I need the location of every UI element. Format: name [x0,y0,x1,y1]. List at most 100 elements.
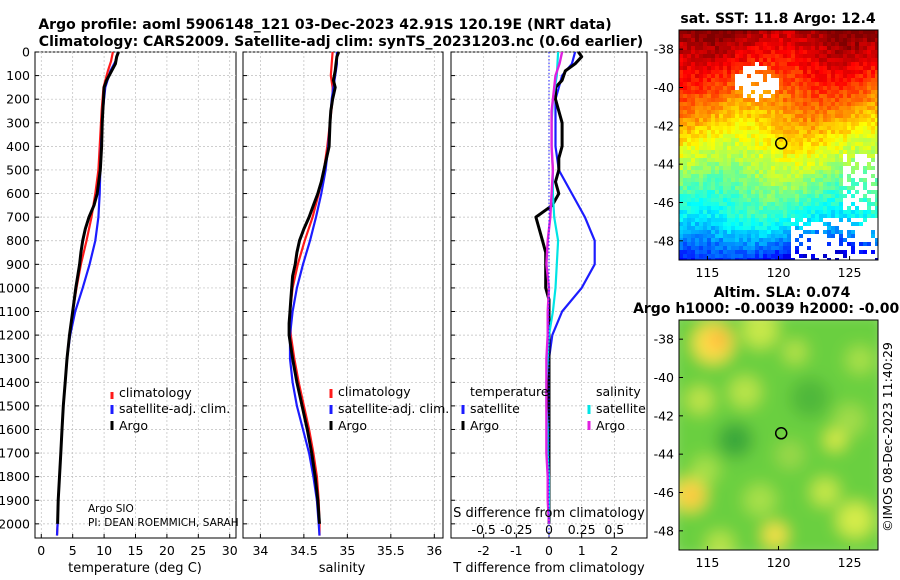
sst-cell [747,42,751,46]
sst-cell [731,158,735,162]
sst-cell [691,190,695,194]
sst-cell [783,46,787,50]
sst-cell [723,162,727,166]
sst-cell [715,198,719,202]
sst-cell [831,134,835,138]
sst-cell [719,174,723,178]
xtick-label: 35.5 [377,543,405,558]
sst-cell [791,102,795,106]
sst-cell [843,242,847,246]
sst-cell [751,42,755,46]
sst-cell [743,238,747,242]
sst-cell [739,146,743,150]
sst-cell [787,70,791,74]
sst-cell [691,210,695,214]
sst-cell [803,118,807,122]
sst-cell [791,54,795,58]
sst-cell [807,46,811,50]
top-xtick-label: -0.25 [500,522,532,537]
sst-cell [807,110,811,114]
sst-cell [767,130,771,134]
sst-cell [755,230,759,234]
sst-cell [703,198,707,202]
sst-cell [871,238,875,242]
sst-cell [859,118,863,122]
sst-cell [703,242,707,246]
sst-cell [859,106,863,110]
sst-cell [771,186,775,190]
sst-cell [763,38,767,42]
sst-cell [719,142,723,146]
sst-cell [875,134,878,138]
sst-cell [735,86,739,90]
sst-cell [807,166,811,170]
map-ytick-label: -38 [654,332,674,347]
sst-cell [711,182,715,186]
sst-cell [787,166,791,170]
sst-cell [767,170,771,174]
sst-cell [699,50,703,54]
ytick-label: 300 [6,115,30,130]
sst-cell [795,118,799,122]
sst-cell [867,94,871,98]
sst-cell [739,70,743,74]
sst-cell [815,46,819,50]
sst-cell [799,246,803,250]
sst-cell [747,210,751,214]
sst-cell [699,82,703,86]
sst-cell [795,134,799,138]
sst-cell [851,218,855,222]
sst-cell [735,114,739,118]
sst-cell [695,250,699,254]
sst-cell [819,202,823,206]
sst-cell [703,154,707,158]
sst-cell [791,130,795,134]
sst-cell [811,226,815,230]
sst-cell [763,154,767,158]
sst-cell [703,114,707,118]
xtick-label: 0 [37,543,45,558]
sst-cell [863,86,867,90]
sst-cell [747,86,751,90]
sst-cell [775,214,779,218]
sst-cell [775,54,779,58]
sst-cell [755,130,759,134]
sst-cell [855,54,859,58]
sst-cell [699,66,703,70]
sst-cell [715,98,719,102]
top-xtick-label: 0.5 [604,522,624,537]
sst-cell [767,238,771,242]
sst-cell [699,238,703,242]
sst-cell [755,146,759,150]
sst-cell [871,98,875,102]
sst-cell [811,74,815,78]
sst-cell [871,234,875,238]
sst-cell [747,94,751,98]
sst-cell [843,54,847,58]
sst-cell [739,134,743,138]
sst-cell [767,174,771,178]
sst-cell [779,222,783,226]
sst-cell [871,150,875,154]
sst-cell [855,122,859,126]
sst-cell [687,202,691,206]
sst-cell [803,58,807,62]
sst-cell [863,150,867,154]
sst-cell [767,198,771,202]
sst-cell [819,130,823,134]
sst-cell [723,246,727,250]
sst-cell [843,142,847,146]
sst-cell [747,38,751,42]
sst-cell [731,174,735,178]
sst-cell [875,182,878,186]
sst-cell [863,254,867,258]
sst-cell [847,70,851,74]
sst-cell [727,142,731,146]
sst-cell [715,70,719,74]
sst-cell [755,126,759,130]
sst-cell [763,178,767,182]
sst-cell [723,58,727,62]
sst-cell [803,34,807,38]
sst-cell [807,138,811,142]
sst-cell [739,170,743,174]
